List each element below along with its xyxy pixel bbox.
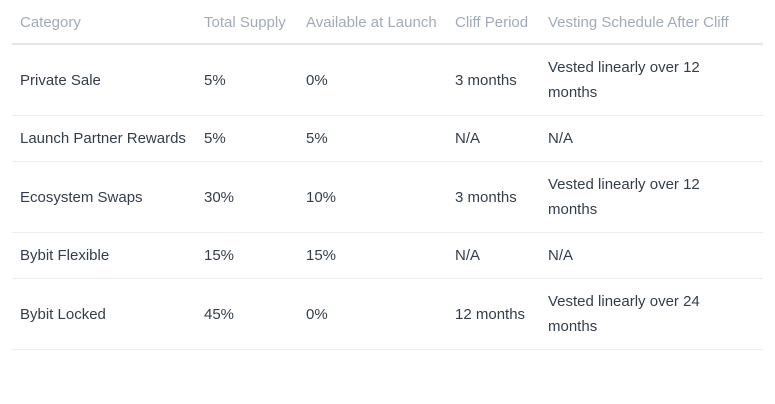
cell-available_at_launch: 5% [306,115,455,162]
cell-cliff_period: 12 months [455,278,548,350]
cell-available_at_launch: 15% [306,232,455,279]
cell-available_at_launch: 0% [306,44,455,116]
table-header: Category Total Supply Available at Launch C… [12,0,763,45]
cell-available_at_launch: 0% [306,278,455,350]
cell-category: Bybit Locked [12,278,204,350]
table-row: Private Sale 5% 0% 3 months Vested linearly … [12,44,763,116]
table-row: Launch Partner Rewards 5% 5% N/A N/A [12,115,763,162]
table-row: Ecosystem Swaps 30% 10% 3 months Vested line… [12,161,763,233]
cell-available_at_launch: 10% [306,161,455,233]
vesting-schedule-table: Category Total Supply Available at Launch C… [12,0,763,350]
table-body: Private Sale 5% 0% 3 months Vested linearly … [12,44,763,350]
table-header-row: Category Total Supply Available at Launch C… [12,0,763,45]
column-header-available_at_launch: Available at Launch [306,0,455,45]
table-row: Bybit Flexible 15% 15% N/A N/A [12,232,763,279]
cell-total_supply: 5% [204,44,306,116]
cell-category: Launch Partner Rewards [12,115,204,162]
table-row: Bybit Locked 45% 0% 12 months Vested linearl… [12,278,763,350]
column-header-cliff_period: Cliff Period [455,0,548,45]
column-header-total_supply: Total Supply [204,0,306,45]
cell-vesting_schedule: Vested linearly over 12 months [548,44,763,116]
column-header-vesting_schedule: Vesting Schedule After Cliff [548,0,763,45]
cell-total_supply: 45% [204,278,306,350]
cell-category: Bybit Flexible [12,232,204,279]
cell-cliff_period: N/A [455,232,548,279]
cell-cliff_period: N/A [455,115,548,162]
cell-vesting_schedule: N/A [548,232,763,279]
cell-category: Ecosystem Swaps [12,161,204,233]
cell-category: Private Sale [12,44,204,116]
column-header-category: Category [12,0,204,45]
cell-total_supply: 15% [204,232,306,279]
cell-cliff_period: 3 months [455,161,548,233]
cell-cliff_period: 3 months [455,44,548,116]
cell-total_supply: 5% [204,115,306,162]
cell-vesting_schedule: Vested linearly over 24 months [548,278,763,350]
cell-vesting_schedule: N/A [548,115,763,162]
cell-total_supply: 30% [204,161,306,233]
cell-vesting_schedule: Vested linearly over 12 months [548,161,763,233]
